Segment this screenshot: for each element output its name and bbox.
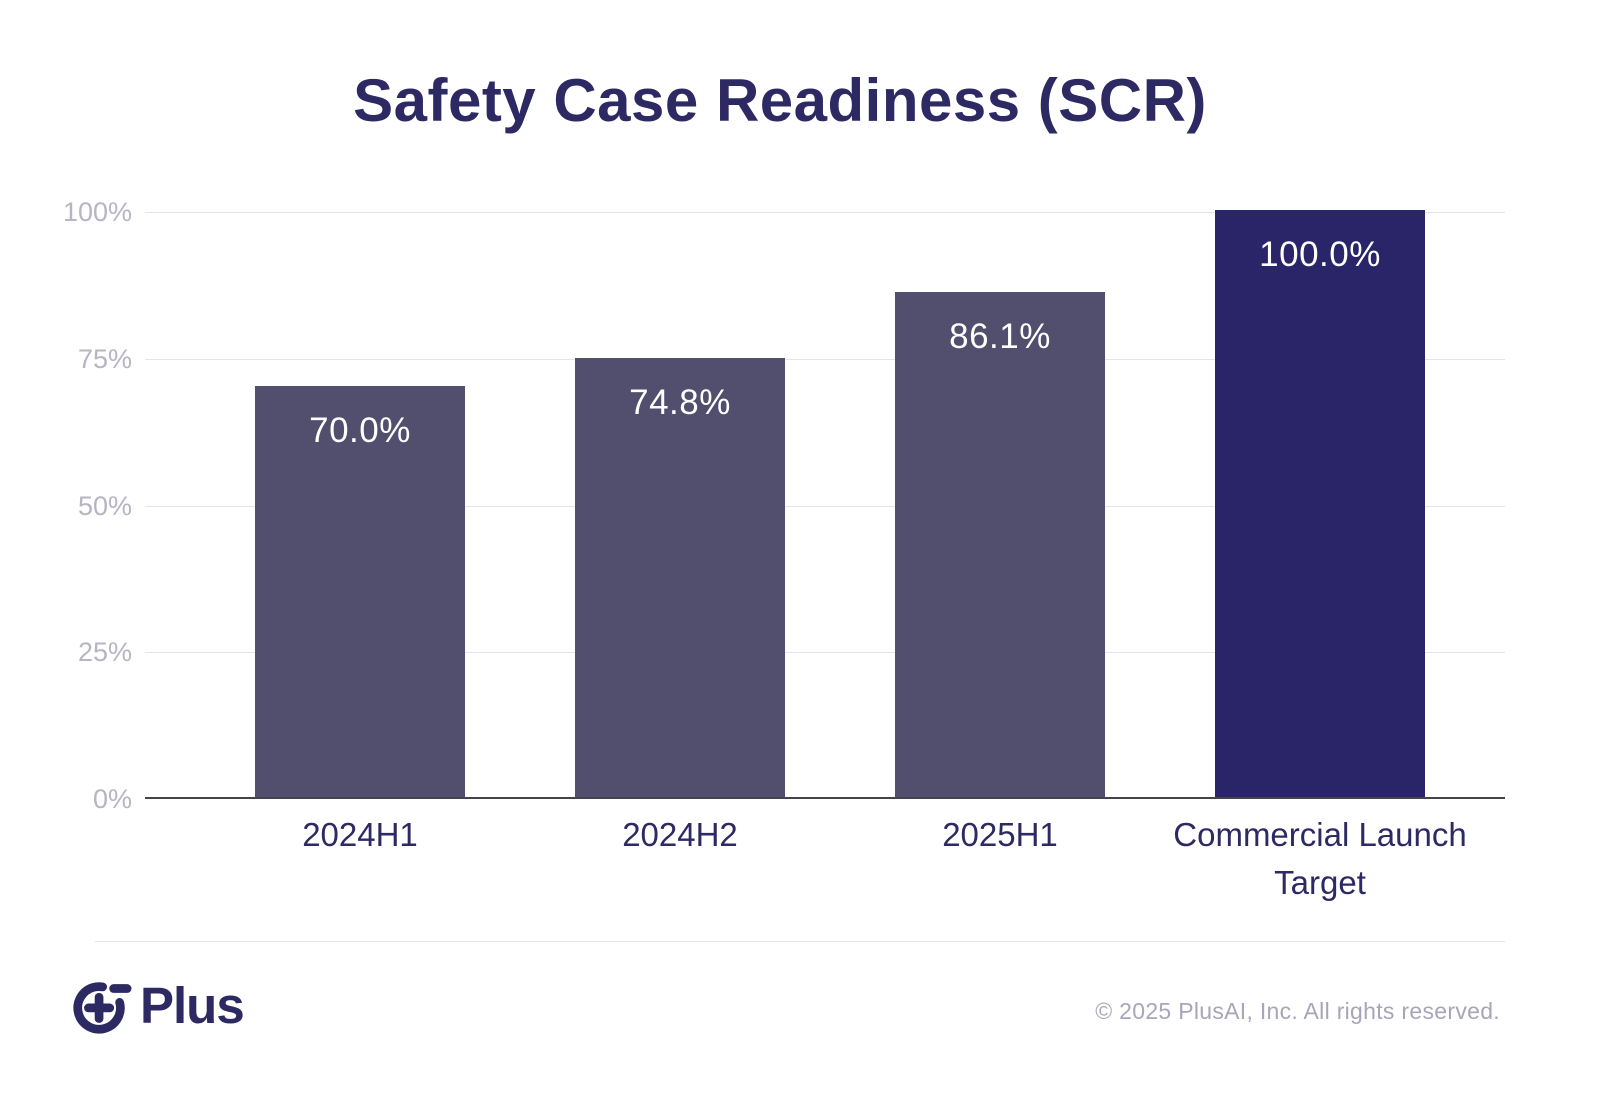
plusai-logo-text: Plus [140, 976, 245, 1034]
plusai-logo-icon [70, 974, 132, 1036]
y-tick-label-25: 25% [77, 637, 132, 668]
bar-value-label: 74.8% [629, 382, 731, 422]
x-tick-label-2024h1: 2024H1 [302, 816, 418, 853]
bar-2024h1: 70.0% [255, 386, 465, 797]
gridline-25 [145, 652, 1505, 654]
bar-commercial-launch-target: 100.0% [1215, 210, 1425, 797]
chart-title: Safety Case Readiness (SCR) [353, 67, 1207, 134]
bar-value-label: 86.1% [949, 316, 1051, 356]
bar-value-label: 70.0% [309, 411, 411, 451]
x-tick-label-2025h1: 2025H1 [942, 816, 1058, 853]
gridline-100 [145, 212, 1505, 213]
gridline-50 [145, 505, 1505, 507]
bar-value-label: 100.0% [1259, 235, 1381, 274]
x-tick-label-commercial-launch-target: Commercial Launch Target [1173, 816, 1467, 901]
y-tick-label-50: 50% [77, 490, 132, 521]
y-tick-label-100: 100% [62, 197, 132, 227]
gridline-75 [145, 358, 1505, 360]
x-tick-label-2024h2: 2024H2 [622, 816, 738, 853]
y-tick-label-0: 0% [92, 784, 132, 814]
plusai-logo: Plus [70, 974, 245, 1036]
bar-chart-plot-area: 70.0% 74.8% 86.1% 100.0% [145, 210, 1505, 799]
bar-2024h2: 74.8% [575, 357, 785, 797]
footer-divider [95, 941, 1505, 942]
y-tick-label-75: 75% [77, 343, 132, 374]
bar-2025h1: 86.1% [895, 291, 1105, 797]
copyright-text: © 2025 PlusAI, Inc. All rights reserved. [1095, 998, 1500, 1024]
